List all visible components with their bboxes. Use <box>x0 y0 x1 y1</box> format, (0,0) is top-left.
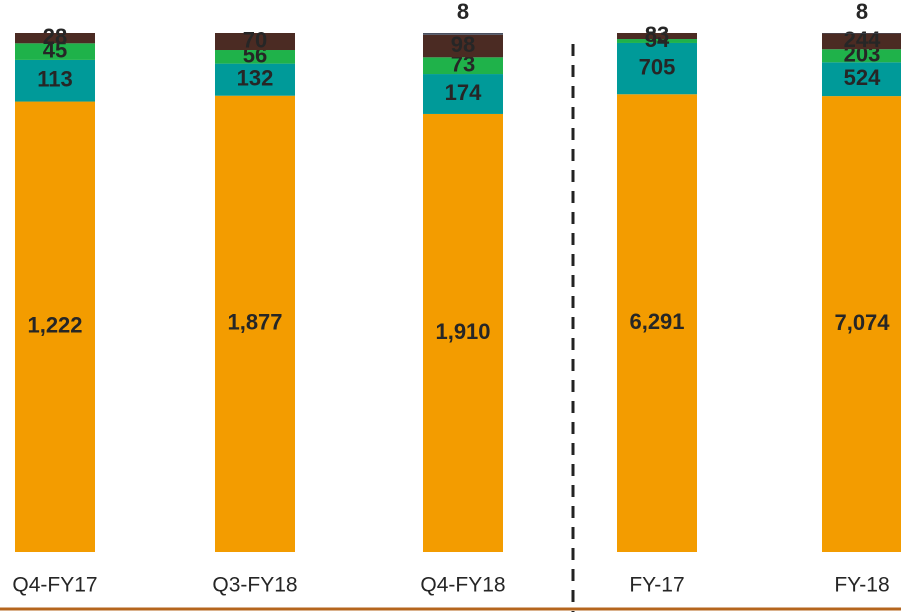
value-label: 174 <box>445 80 482 105</box>
value-label: 6,291 <box>629 309 684 334</box>
bar-segment <box>215 50 295 64</box>
bar-segment <box>822 62 901 97</box>
bar-segment <box>423 74 503 114</box>
bar-segment <box>617 42 697 95</box>
bar-segment <box>15 101 95 552</box>
value-label: 8 <box>856 0 868 24</box>
x-tick-label: Q3-FY18 <box>212 574 297 597</box>
value-label: 7,074 <box>834 310 890 335</box>
bar-segment <box>423 113 503 552</box>
value-label: 98 <box>451 32 475 57</box>
value-label: 54 <box>645 27 670 52</box>
bar-segment <box>617 39 697 43</box>
bar-segment <box>423 33 503 35</box>
bar-segment <box>822 96 901 553</box>
x-tick-label: FY-17 <box>629 574 684 597</box>
value-label: 1,877 <box>227 310 282 335</box>
bar-segment <box>15 43 95 60</box>
value-label: 70 <box>243 27 267 52</box>
bar-segment <box>15 59 95 102</box>
bar-segment <box>15 33 95 44</box>
bar-segment <box>423 57 503 75</box>
bar-segment <box>822 33 901 34</box>
bar-segment <box>215 33 295 51</box>
x-tick-label: Q4-FY18 <box>420 574 505 597</box>
value-label: 524 <box>844 65 881 90</box>
value-label: 132 <box>237 65 274 90</box>
value-label: 1,222 <box>27 313 82 338</box>
value-label: 28 <box>43 24 67 49</box>
value-label: 8 <box>457 0 469 24</box>
bar-segment <box>215 95 295 553</box>
bar-segment <box>822 49 901 63</box>
value-label: 244 <box>844 27 881 52</box>
bar-segment <box>617 33 697 40</box>
bar-segment <box>215 63 295 96</box>
value-label: 1,910 <box>435 319 490 344</box>
bar-segment <box>617 94 697 552</box>
value-label: 113 <box>37 67 73 92</box>
x-tick-label: Q4-FY17 <box>12 574 97 597</box>
value-label: 83 <box>645 22 669 47</box>
bar-segment <box>822 33 901 50</box>
bar-segment <box>423 34 503 58</box>
value-label: 705 <box>639 54 676 79</box>
x-tick-label: FY-18 <box>834 574 889 597</box>
